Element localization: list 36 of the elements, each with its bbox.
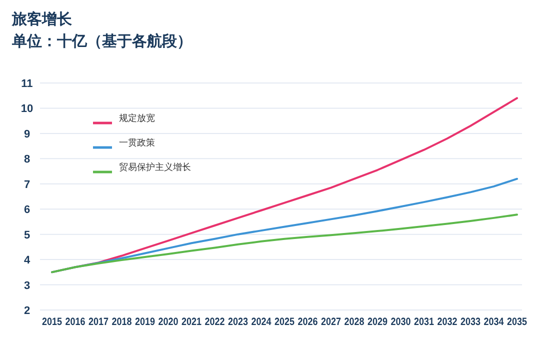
ytick: 7 [24, 178, 30, 191]
xtick: 2019 [135, 316, 158, 328]
xtick: 2028 [344, 316, 368, 328]
ytick: 2 [24, 305, 30, 317]
xtick: 2017 [88, 316, 112, 328]
xtick: 2030 [390, 316, 414, 328]
xtick: 2026 [298, 316, 322, 328]
xtick: 2029 [368, 316, 391, 328]
xtick: 2018 [112, 316, 136, 328]
xtick: 2025 [274, 316, 298, 328]
xtick: 2015 [42, 316, 66, 328]
ytick: 9 [24, 128, 30, 140]
xtick: 2023 [228, 316, 252, 328]
ytick: 8 [24, 154, 30, 166]
title: 旅客增长 [12, 11, 72, 28]
legend-label: 贸易保护主义增长 [119, 162, 191, 172]
xtick: 2033 [460, 316, 484, 328]
xtick: 2027 [321, 316, 344, 328]
ytick: 5 [24, 229, 30, 242]
xtick: 2035 [507, 316, 530, 328]
ytick: 11 [21, 78, 33, 90]
xtick: 2022 [204, 316, 228, 328]
xtick: 2016 [65, 316, 89, 328]
legend-label: 一贯政策 [119, 138, 155, 148]
ytick: 4 [24, 254, 30, 267]
xtick: 2034 [484, 316, 508, 328]
xtick: 2031 [414, 316, 438, 328]
ytick: 6 [24, 204, 30, 216]
xtick: 2020 [158, 316, 182, 328]
legend-label: 规定放宽 [119, 113, 155, 123]
subtitle: 单位：十亿（基于各航段） [12, 33, 192, 50]
xtick: 2032 [437, 316, 461, 328]
ytick: 3 [24, 280, 30, 292]
xtick: 2024 [251, 316, 275, 328]
ytick: 10 [20, 103, 34, 116]
xtick: 2021 [182, 316, 205, 328]
